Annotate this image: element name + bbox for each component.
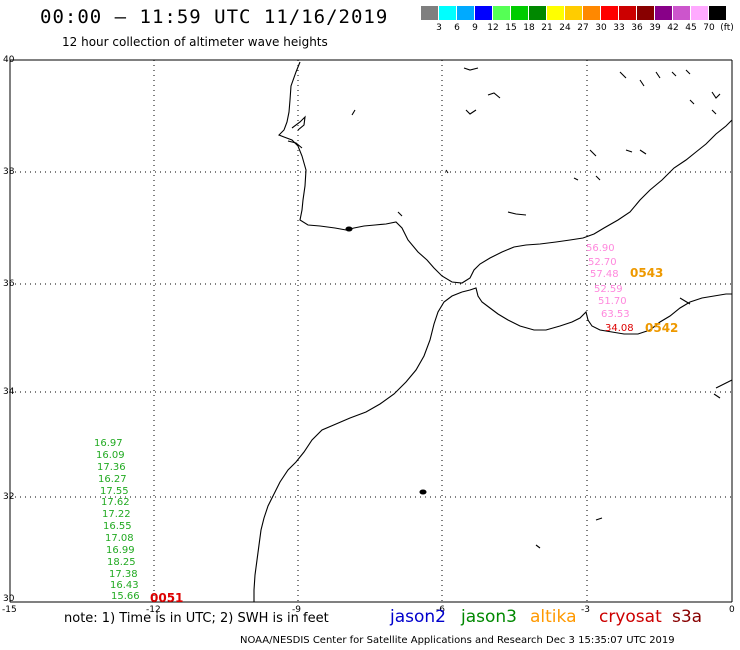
colorbar-label: 18 — [523, 23, 535, 33]
footer-credit: NOAA/NESDIS Center for Satellite Applica… — [240, 635, 675, 646]
x-tick: -3 — [581, 605, 590, 615]
legend-cryosat: cryosat — [599, 607, 662, 627]
y-tick: 34 — [3, 387, 15, 397]
footer-note: note: 1) Time is in UTC; 2) SWH is in fe… — [64, 611, 329, 626]
map-subtitle: 12 hour collection of altimeter wave hei… — [62, 35, 328, 49]
jason3-swh: 16.55 — [103, 521, 132, 532]
map-frame — [9, 59, 733, 603]
altika-time-2: 0542 — [645, 321, 678, 335]
y-tick: 40 — [3, 55, 15, 65]
colorbar-label: 24 — [559, 23, 571, 33]
colorbar-swatch — [709, 6, 726, 20]
jason3-swh: 15.66 — [111, 591, 140, 602]
legend-jason3: jason3 — [461, 607, 517, 627]
jason3-swh: 18.25 — [107, 557, 136, 568]
legend-s3a: s3a — [672, 607, 703, 627]
colorbar-label: 9 — [472, 23, 478, 33]
jason3-swh: 16.09 — [96, 450, 125, 461]
colorbar-swatch — [493, 6, 510, 20]
map-grid — [10, 60, 732, 602]
x-tick: -15 — [2, 605, 17, 615]
map-title: 00:00 – 11:59 UTC 11/16/2019 — [40, 6, 389, 28]
jason3-swh: 17.36 — [97, 462, 126, 473]
jason3-swh: 16.43 — [110, 580, 139, 591]
colorbar-swatch — [601, 6, 618, 20]
colorbar-swatch — [619, 6, 636, 20]
y-tick: 30 — [3, 594, 15, 604]
colorbar-label: 45 — [685, 23, 697, 33]
y-tick: 36 — [3, 279, 15, 289]
jason3-swh: 17.38 — [109, 569, 138, 580]
colorbar-label: 36 — [631, 23, 643, 33]
jason3-swh: 16.97 — [94, 438, 123, 449]
y-tick: 38 — [3, 167, 15, 177]
colorbar-label: 33 — [613, 23, 625, 33]
colorbar-label: 30 — [595, 23, 607, 33]
colorbar-label: 70 — [703, 23, 715, 33]
colorbar-label: 42 — [667, 23, 679, 33]
cryosat-swh: 63.53 — [601, 309, 630, 320]
y-tick: 32 — [3, 492, 14, 502]
x-tick: -6 — [436, 605, 445, 615]
colorbar-swatch — [583, 6, 600, 20]
jason3-swh: 17.55 — [100, 486, 129, 497]
colorbar-swatch — [673, 6, 690, 20]
cryosat-swh: 57.48 — [590, 269, 619, 280]
cryosat-red-swh: 34.08 — [605, 323, 634, 334]
colorbar-label: 21 — [541, 23, 553, 33]
colorbar-label: 3 — [436, 23, 442, 33]
jason3-swh: 16.27 — [98, 474, 127, 485]
jason3-swh: 17.08 — [105, 533, 134, 544]
colorbar-swatch — [421, 6, 438, 20]
colorbar-label: 27 — [577, 23, 589, 33]
colorbar-label: 15 — [505, 23, 517, 33]
legend-altika: altika — [530, 607, 577, 627]
jason3-time: 0051 — [150, 591, 183, 605]
cryosat-swh: 52.70 — [588, 257, 617, 268]
colorbar-swatch — [691, 6, 708, 20]
coastline — [253, 61, 733, 602]
x-tick: -12 — [146, 605, 161, 615]
jason3-swh: 17.22 — [102, 509, 131, 520]
colorbar-swatch — [529, 6, 546, 20]
colorbar-label: 39 — [649, 23, 661, 33]
colorbar-swatch — [547, 6, 564, 20]
colorbar-swatch — [457, 6, 474, 20]
jason3-observations: 16.97 16.09 17.36 16.27 17.55 17.62 17.2… — [94, 438, 140, 602]
altika-time-1: 0543 — [630, 266, 663, 280]
cryosat-observations: 56.90 52.70 57.48 52.59 51.70 63.53 — [586, 243, 630, 320]
colorbar-label: 6 — [454, 23, 460, 33]
jason3-swh: 16.99 — [106, 545, 135, 556]
x-tick: -9 — [292, 605, 301, 615]
cryosat-swh: 56.90 — [586, 243, 615, 254]
colorbar-swatch — [439, 6, 456, 20]
colorbar-swatch — [511, 6, 528, 20]
axis-ticks: -15 -12 -9 -6 -3 0 40 38 36 34 32 30 — [2, 55, 735, 615]
colorbar-label: (ft) — [720, 23, 734, 33]
jason3-swh: 17.62 — [101, 497, 130, 508]
cryosat-swh: 51.70 — [598, 296, 627, 307]
x-tick: 0 — [729, 605, 735, 615]
colorbar-swatch — [475, 6, 492, 20]
colorbar-label: 12 — [487, 23, 499, 33]
cryosat-swh: 52.59 — [594, 284, 623, 295]
colorbar-swatch — [655, 6, 672, 20]
colorbar-swatch — [565, 6, 582, 20]
colorbar-swatch — [637, 6, 654, 20]
legend-jason2: jason2 — [390, 607, 446, 627]
